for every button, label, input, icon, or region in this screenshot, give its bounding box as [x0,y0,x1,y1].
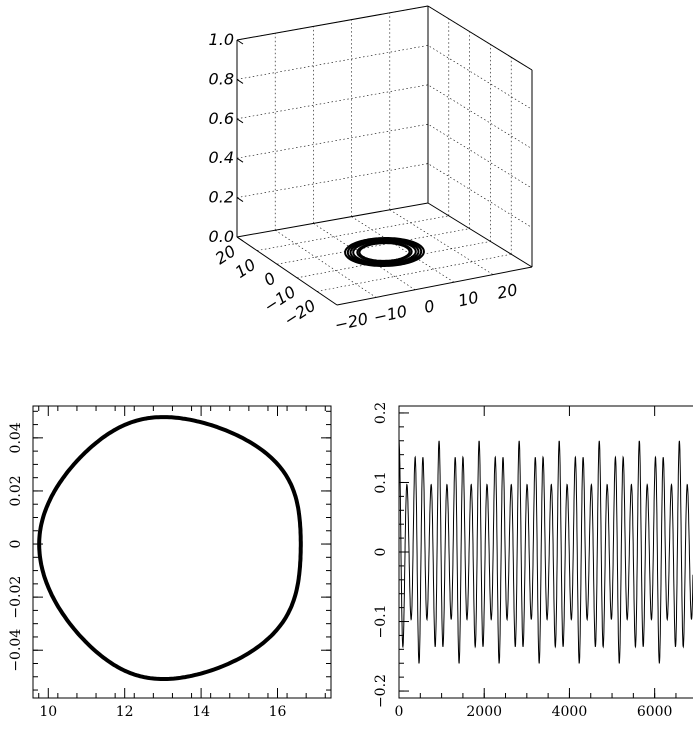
grid-line-z [236,163,533,228]
y-tick-label: 0 [260,268,279,289]
x-tick-label: 0 [395,704,404,720]
x-tick-label: 10 [456,288,480,311]
z-tick-mark [236,39,244,45]
x-tick-label: −20 [333,309,370,335]
y-tick-label: 0.04 [8,422,24,453]
z-tick-mark [236,197,244,203]
x-tick-label: 6000 [637,704,673,720]
box-edge [427,202,533,268]
z-tick-label: 0.0 [209,227,234,246]
phase-portrait-plot: 10 12 14 16 −0.04 −0.02 0 0.02 0.04 [8,405,332,720]
grid-line-floor-y [351,216,455,283]
z-tick-mark [236,118,244,124]
x-tick-label: 2000 [466,704,502,720]
box-edge [336,266,533,306]
y-tick-label: 0 [8,540,24,549]
plot-frame [32,405,332,699]
box-edge [427,5,533,71]
z-tick-mark [236,78,244,84]
grid-line-floor-y [275,229,377,298]
grid-line-floor-x [296,241,491,279]
box-edge [236,236,338,306]
y-tick-label: −0.2 [373,674,389,708]
y-tick-label: −0.02 [8,576,24,619]
x-tick-label: 12 [116,704,134,720]
grid-line-floor-y [389,209,494,275]
signal-line [398,440,693,664]
box-edge [236,5,429,41]
x-tick-label: −10 [372,301,409,327]
phase-curve [37,415,303,681]
x-tick-label: 14 [192,704,210,720]
grid-line-floor-x [256,215,449,251]
x-tick-label: 10 [39,704,57,720]
y-tick-label: −0.1 [373,605,389,639]
z-tick-label: 1.0 [209,30,234,49]
x-tick-label: 0 [422,296,436,317]
orbit-ring [358,242,411,262]
z-tick-label: 0.8 [209,69,234,88]
grid-line-z [236,123,533,189]
time-series-plot: 0 2000 4000 6000 −0.2 −0.1 0 0.1 0.2 [373,402,693,720]
x-tick-label: 16 [269,704,287,720]
orbit-ring [352,239,417,265]
z-tick-mark [236,236,244,242]
box-edge [236,202,429,238]
grid-line-z [236,5,533,71]
y-tick-label: −0.04 [8,629,24,672]
z-tick-label: 0.2 [209,188,234,207]
y-tick-label: 0.2 [373,402,389,424]
x-tick-label: 4000 [552,704,588,720]
grid-line-z [236,45,533,110]
z-tick-label: 0.4 [209,148,234,167]
grid-line-floor-x [276,228,470,265]
z-tick-label: 0.6 [209,109,234,128]
y-tick-label: 0.1 [373,471,389,493]
grid-line-z [236,84,533,150]
grid-line-floor-x [316,253,512,292]
y-tick-label: 0 [373,548,389,557]
y-tick-label: 0.02 [8,475,24,506]
z-tick-mark [236,157,244,163]
x-tick-label: 20 [495,280,519,303]
